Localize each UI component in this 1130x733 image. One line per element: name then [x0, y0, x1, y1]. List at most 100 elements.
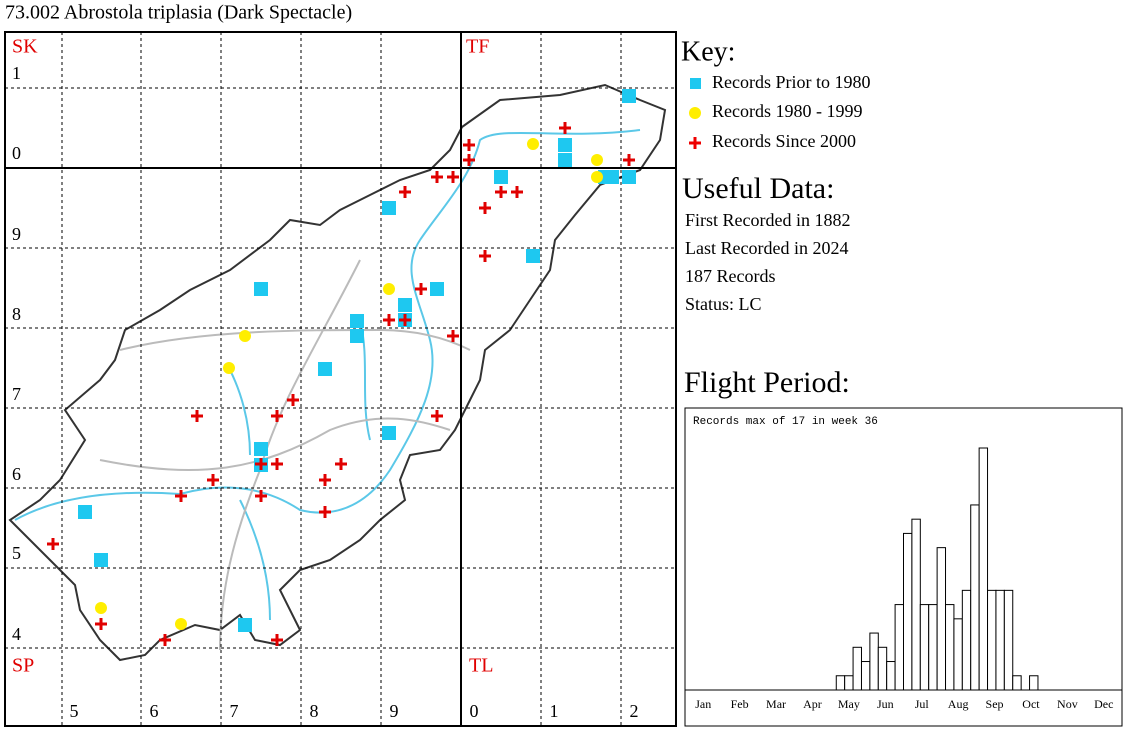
column-label: 8: [310, 701, 319, 721]
row-label: 7: [12, 384, 21, 404]
record-pre-1980: [398, 298, 412, 312]
month-label: Sep: [986, 697, 1004, 711]
record-since-2000: [271, 634, 283, 646]
useful-line: First Recorded in 1882: [685, 210, 850, 230]
month-label: Mar: [766, 697, 786, 711]
record-pre-1980: [605, 170, 619, 184]
row-label: 5: [12, 543, 21, 563]
record-pre-1980: [526, 249, 540, 263]
week-bar: [894, 604, 904, 691]
record-1980-1999: [383, 283, 395, 295]
record-since-2000: [415, 283, 427, 295]
record-1980-1999: [239, 330, 251, 342]
week-bar: [936, 547, 947, 691]
week-bar: [869, 632, 879, 691]
flight-chart: Jan Feb Mar Apr May Jun Jul Aug Sep Oct Nov Dec: [695, 447, 1113, 711]
column-label: 9: [390, 701, 399, 721]
records: [47, 89, 636, 646]
month-label: May: [838, 697, 860, 711]
record-since-2000: [271, 458, 283, 470]
square-label: TL: [469, 655, 493, 677]
record-pre-1980: [622, 170, 636, 184]
record-since-2000: [159, 634, 171, 646]
page-title: 73.002 Abrostola triplasia (Dark Spectac…: [5, 2, 352, 24]
record-since-2000: [255, 490, 267, 502]
record-pre-1980: [350, 329, 364, 343]
week-bar: [886, 661, 896, 691]
key-title: Key:: [681, 36, 735, 67]
week-bar: [844, 675, 854, 691]
row-label: 1: [12, 63, 21, 83]
row-label: 0: [12, 143, 21, 163]
useful-line: Last Recorded in 2024: [685, 238, 848, 258]
month-label: Nov: [1057, 697, 1078, 711]
record-since-2000: [463, 154, 475, 166]
month-label: Jul: [915, 697, 930, 711]
square-label: SK: [12, 36, 38, 58]
record-pre-1980: [350, 314, 364, 328]
week-bar: [911, 518, 921, 691]
week-bar: [995, 589, 1005, 691]
river: [179, 129, 641, 514]
week-bar: [961, 589, 972, 691]
month-label: Jun: [877, 697, 894, 711]
record-pre-1980: [382, 201, 396, 215]
record-since-2000: [447, 171, 459, 183]
record-pre-1980: [558, 153, 572, 167]
key-item: Records Prior to 1980: [712, 72, 870, 92]
record-1980-1999: [591, 171, 603, 183]
record-since-2000: [463, 139, 475, 151]
useful-title: Useful Data:: [682, 172, 834, 205]
record-since-2000: [287, 394, 299, 406]
record-pre-1980: [238, 618, 252, 632]
record-since-2000: [399, 186, 411, 198]
record-1980-1999: [95, 602, 107, 614]
record-since-2000: [511, 186, 523, 198]
week-bar: [919, 604, 930, 691]
record-since-2000: [47, 538, 59, 550]
key-square: [690, 78, 701, 89]
week-bar: [835, 675, 846, 691]
record-since-2000: [319, 474, 331, 486]
column-label: 5: [70, 701, 79, 721]
record-pre-1980: [94, 553, 108, 567]
record-since-2000: [255, 458, 267, 470]
record-pre-1980: [382, 426, 396, 440]
key-circle: [689, 107, 701, 119]
record-since-2000: [479, 202, 491, 214]
useful-line: Status: LC: [685, 294, 762, 314]
week-bar: [953, 618, 963, 691]
row-label: 4: [12, 624, 21, 644]
column-label: 7: [230, 701, 239, 721]
month-label: Feb: [731, 697, 749, 711]
square-label: SP: [12, 655, 34, 677]
record-since-2000: [95, 618, 107, 630]
row-label: 8: [12, 304, 21, 324]
record-pre-1980: [254, 282, 268, 296]
week-bar: [1029, 675, 1039, 691]
week-bar: [945, 604, 955, 691]
record-since-2000: [335, 458, 347, 470]
river: [239, 499, 271, 621]
week-bar: [970, 504, 980, 691]
record-1980-1999: [591, 154, 603, 166]
record-since-2000: [495, 186, 507, 198]
record-since-2000: [559, 122, 571, 134]
key-item: Records Since 2000: [712, 131, 856, 151]
column-label: 0: [470, 701, 479, 721]
row-label: 6: [12, 464, 21, 484]
square-label: TF: [466, 36, 489, 58]
record-since-2000: [431, 410, 443, 422]
week-bar: [860, 661, 871, 691]
record-since-2000: [319, 506, 331, 518]
key-cross: [689, 137, 701, 149]
useful-line: 187 Records: [685, 266, 775, 286]
month-label: Apr: [803, 697, 822, 711]
road: [99, 417, 451, 471]
record-since-2000: [175, 490, 187, 502]
month-label: Dec: [1094, 697, 1113, 711]
record-since-2000: [623, 154, 635, 166]
week-bar: [852, 646, 862, 691]
